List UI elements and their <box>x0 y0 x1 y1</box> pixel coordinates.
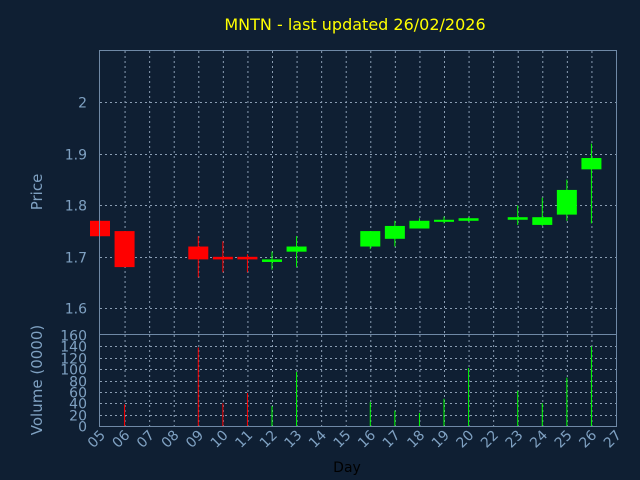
x-tick-label: 06 <box>109 427 133 451</box>
volume-y-tick-label: 80 <box>69 375 87 391</box>
volume-y-tick-label: 60 <box>69 386 87 402</box>
volume-axis-label: Volume (0000) <box>28 325 46 435</box>
volume-y-tick-label: 160 <box>60 329 87 345</box>
x-tick-label: 23 <box>503 428 527 452</box>
x-axis-label: Day <box>333 460 361 476</box>
candle-body <box>556 189 577 215</box>
candle-body <box>458 218 479 221</box>
price-y-tick-label: 1.7 <box>65 251 87 267</box>
volume-y-tick-label: 120 <box>60 352 87 368</box>
x-tick-label: 26 <box>576 427 600 451</box>
x-tick-label: 15 <box>331 428 355 452</box>
x-tick-label: 25 <box>552 428 576 452</box>
x-tick-label: 07 <box>134 428 158 452</box>
volume-y-tick-label: 100 <box>60 363 87 379</box>
candle-body <box>581 158 602 170</box>
price-y-tick-label: 1.8 <box>65 199 87 215</box>
price-panel <box>90 143 602 278</box>
x-tick-label: 16 <box>355 427 379 451</box>
x-tick-label: 22 <box>478 428 502 452</box>
volume-y-tick-label: 20 <box>69 409 87 425</box>
volume-panel <box>124 346 592 426</box>
candle-body <box>212 256 233 260</box>
x-tick-label: 19 <box>429 428 453 452</box>
x-tick-label: 17 <box>380 428 404 452</box>
candle-body <box>237 256 258 260</box>
candle-body <box>532 217 553 225</box>
x-tick-label: 24 <box>527 427 551 451</box>
x-tick-label: 20 <box>453 428 477 452</box>
x-tick-label: 08 <box>159 428 183 452</box>
grid-layer <box>100 51 616 426</box>
price-plot-frame <box>99 50 617 335</box>
price-axis-label: Price <box>28 174 46 211</box>
volume-y-tick-label: 0 <box>78 420 87 436</box>
x-tick-label: 12 <box>257 428 281 452</box>
price-y-tick-label: 1.6 <box>65 302 87 318</box>
candle-body <box>507 217 528 220</box>
candle-body <box>262 259 282 262</box>
candle-body <box>114 231 135 268</box>
volume-y-tick-label: 40 <box>69 397 87 413</box>
x-tick-label: 09 <box>183 428 207 452</box>
candle-body <box>188 246 209 260</box>
volume-y-tick-label: 140 <box>60 340 87 356</box>
candle-body <box>434 219 454 222</box>
price-y-tick-label: 1.9 <box>65 148 87 164</box>
chart-title: MNTN - last updated 26/02/2026 <box>224 15 485 34</box>
x-tick-label: 11 <box>232 428 256 452</box>
candle-body <box>409 220 430 229</box>
x-tick-label: 05 <box>85 428 109 452</box>
x-tick-label: 14 <box>306 427 330 451</box>
x-tick-label: 18 <box>404 428 428 452</box>
x-tick-label: 10 <box>208 428 232 452</box>
volume-plot-frame <box>99 334 617 427</box>
candle-body <box>360 231 381 247</box>
x-tick-label: 13 <box>281 428 305 452</box>
candle-body <box>286 246 307 252</box>
x-tick-label: 27 <box>601 428 625 452</box>
price-y-tick-label: 2 <box>78 96 87 112</box>
candle-body <box>384 225 405 239</box>
